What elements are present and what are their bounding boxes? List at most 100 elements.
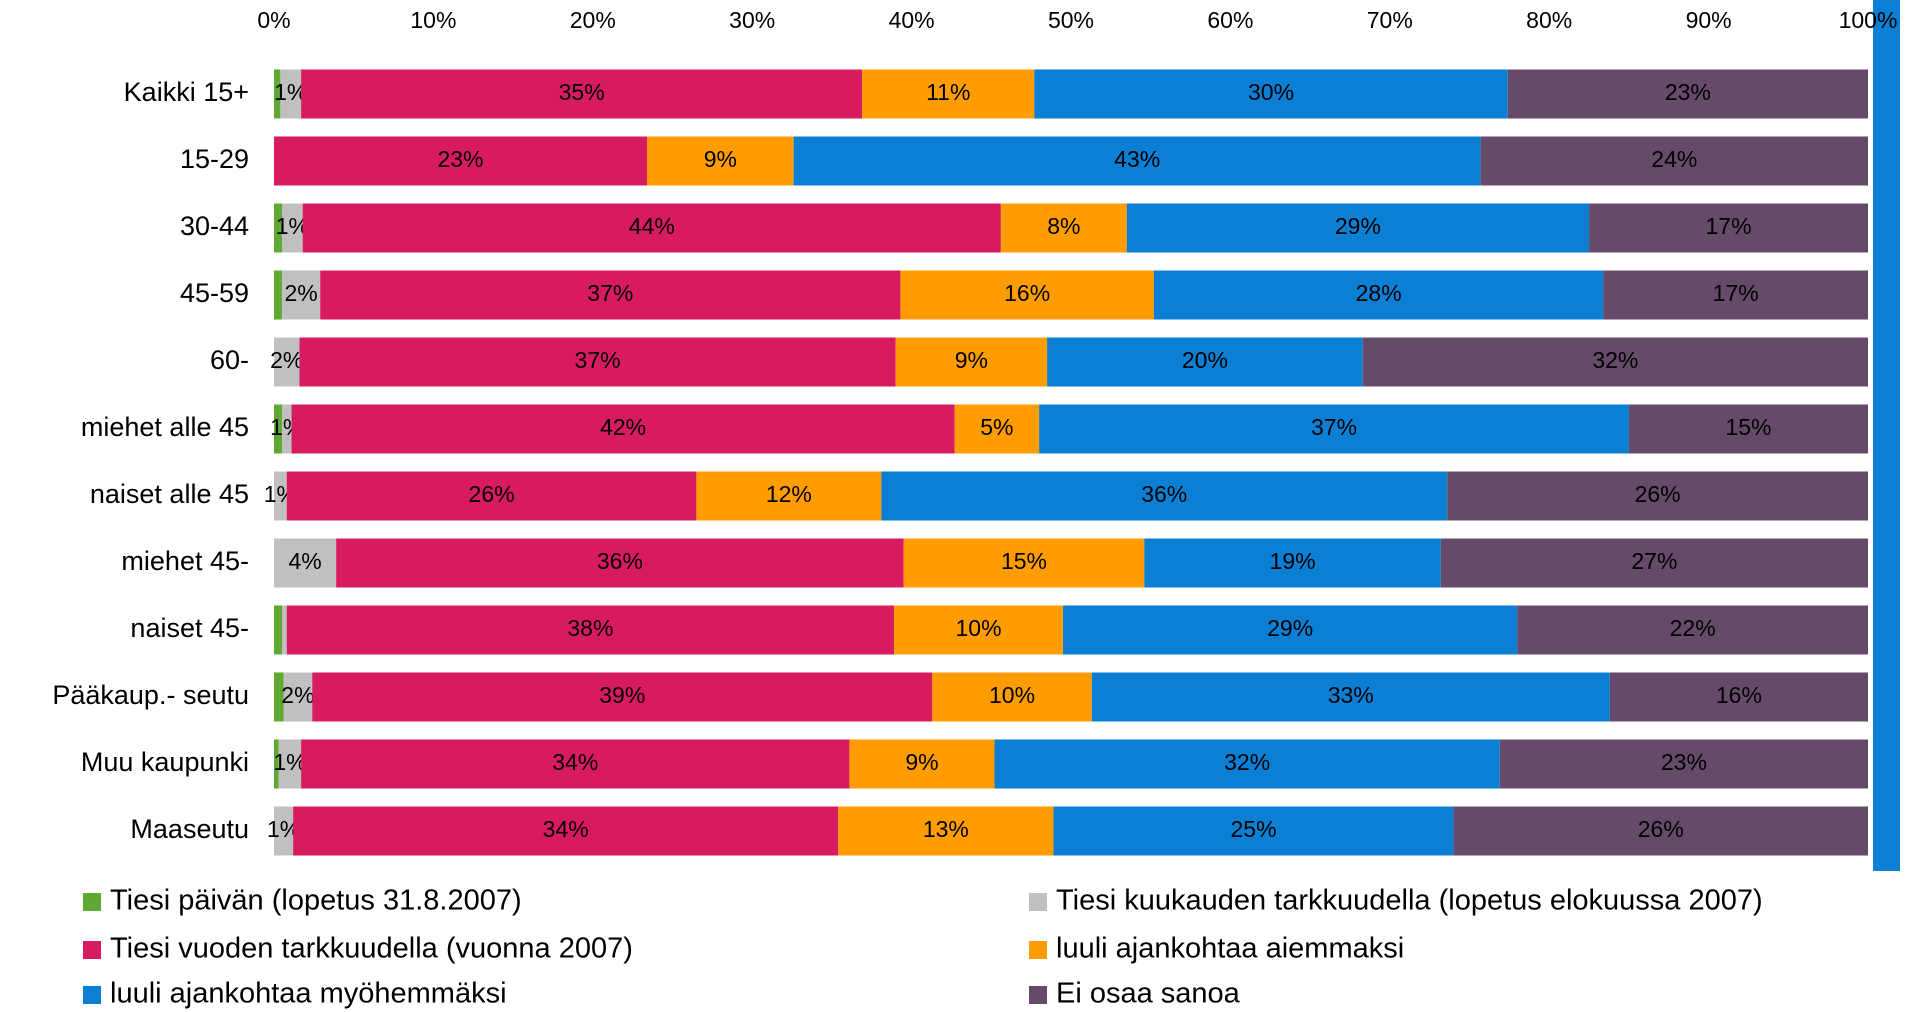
bar-segment (838, 806, 1054, 856)
data-label: 43% (1114, 146, 1160, 172)
bar-segment (1000, 203, 1127, 253)
bar-segment (1603, 270, 1868, 320)
bar-segment (895, 337, 1048, 387)
legend-label: luuli ajankohtaa myöhemmäksi (110, 978, 507, 1010)
data-label: 26% (469, 481, 515, 507)
bar-segment (1091, 672, 1610, 722)
bar-segment (1499, 739, 1868, 789)
data-label: 35% (559, 79, 605, 105)
data-label: 23% (437, 146, 483, 172)
bar-segment (336, 538, 904, 588)
x-tick-label: 0% (257, 7, 290, 33)
data-label: 34% (543, 816, 589, 842)
bar-segment (293, 806, 839, 856)
x-tick-label: 100% (1839, 7, 1898, 33)
data-label: 32% (1592, 347, 1638, 373)
bar-segment (862, 69, 1035, 119)
data-label: 39% (599, 682, 645, 708)
bar-segment (1517, 605, 1868, 655)
data-label: 17% (1713, 280, 1759, 306)
bar-segment (274, 337, 300, 387)
legend-label: Tiesi vuoden tarkkuudella (vuonna 2007) (110, 933, 633, 965)
bar-segment (793, 136, 1481, 186)
bar-segment (274, 672, 284, 722)
bar-segment (274, 270, 282, 320)
data-label: 10% (956, 615, 1002, 641)
bar-segment (286, 605, 895, 655)
bar-segment (291, 404, 955, 454)
legend-label: Tiesi päivän (lopetus 31.8.2007) (110, 885, 522, 917)
data-label: 5% (980, 414, 1013, 440)
bar-segment (274, 136, 647, 186)
data-label: 16% (1716, 682, 1762, 708)
legend-swatch (83, 893, 101, 911)
bar-segment (302, 203, 1001, 253)
bar-segment (301, 69, 863, 119)
bar-segment (274, 538, 337, 588)
bar-segment (278, 739, 302, 789)
bar-segment (274, 471, 287, 521)
bar-segment (274, 605, 282, 655)
bar-segment (1628, 404, 1868, 454)
bar-segment (281, 404, 292, 454)
data-label: 24% (1651, 146, 1697, 172)
category-label: 45-59 (180, 278, 249, 308)
bar-segment (881, 471, 1448, 521)
data-label: 32% (1224, 749, 1270, 775)
data-label: 37% (587, 280, 633, 306)
bar-segment (903, 538, 1145, 588)
data-label: 26% (1638, 816, 1684, 842)
bar-segment (1153, 270, 1604, 320)
x-tick-label: 90% (1686, 7, 1732, 33)
data-label: 11% (926, 79, 970, 105)
legend-label: Tiesi kuukauden tarkkuudella (lopetus el… (1056, 885, 1763, 917)
data-label: 42% (600, 414, 646, 440)
data-label: 2% (270, 347, 303, 373)
x-tick-label: 10% (410, 7, 456, 33)
data-label: 25% (1230, 816, 1276, 842)
data-label: 2% (284, 280, 317, 306)
bar-segment (646, 136, 794, 186)
bar-segment (312, 672, 933, 722)
category-label: naiset alle 45 (90, 479, 249, 509)
bar-segment (932, 672, 1092, 722)
bar-segment (1589, 203, 1868, 253)
bar-segment (274, 69, 281, 119)
category-label: Muu kaupunki (81, 747, 249, 777)
bar-segment (1609, 672, 1868, 722)
bar-segment (1053, 806, 1454, 856)
legend-label: Ei osaa sanoa (1056, 978, 1241, 1010)
x-tick-label: 80% (1526, 7, 1572, 33)
bar-segment (299, 337, 896, 387)
x-tick-label: 70% (1367, 7, 1413, 33)
x-tick-label: 60% (1207, 7, 1253, 33)
bar-segment (1063, 605, 1518, 655)
data-label: 33% (1328, 682, 1374, 708)
legend-swatch (1029, 941, 1047, 959)
data-label: 13% (923, 816, 969, 842)
bar-segment (274, 404, 282, 454)
data-label: 2% (281, 682, 314, 708)
bar-segment (280, 69, 302, 119)
data-label: 34% (552, 749, 598, 775)
data-label: 29% (1335, 213, 1381, 239)
x-tick-label: 50% (1048, 7, 1094, 33)
data-label: 30% (1248, 79, 1294, 105)
x-tick-label: 20% (570, 7, 616, 33)
bar-segment (274, 806, 294, 856)
legend-swatch (1029, 986, 1047, 1004)
bar-segment (1039, 404, 1629, 454)
x-tick-label: 30% (729, 7, 775, 33)
data-label: 23% (1661, 749, 1707, 775)
data-label: 22% (1670, 615, 1716, 641)
x-tick-label: 40% (889, 7, 935, 33)
data-label: 20% (1182, 347, 1228, 373)
legend-swatch (1029, 893, 1047, 911)
data-label: 15% (1725, 414, 1771, 440)
data-label: 9% (955, 347, 988, 373)
data-label: 15% (1001, 548, 1047, 574)
data-label: 28% (1356, 280, 1402, 306)
data-label: 36% (1141, 481, 1187, 507)
bar-segment (1480, 136, 1868, 186)
category-label: 30-44 (180, 211, 249, 241)
